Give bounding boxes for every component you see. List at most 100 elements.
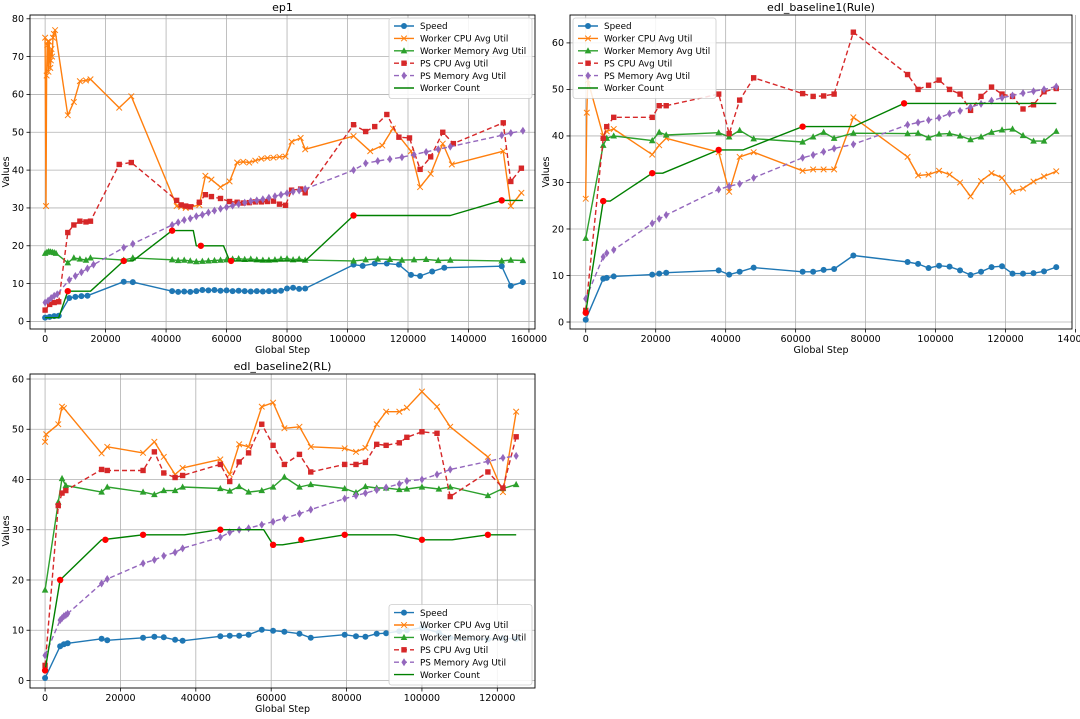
data-point-worker-memory-avg-util [235,482,243,490]
data-point-speed [277,287,284,294]
data-point-worker-memory-avg-util [58,474,66,482]
data-point-ps-cpu-avg-util [383,442,389,449]
data-point-speed [507,282,514,289]
data-point-worker-cpu-avg-util [904,153,911,161]
data-point-ps-cpu-avg-util [98,466,105,473]
data-point-speed [172,636,179,643]
data-point-ps-cpu-avg-util [270,198,277,204]
data-point-worker-memory-avg-util [396,485,403,493]
data-point-ps-memory-avg-util [272,192,278,201]
y-tick-label: 50 [552,85,564,96]
data-point-speed [988,264,995,271]
x-tick-label: 40000 [181,693,211,704]
data-point-worker-cpu-avg-util [736,153,743,161]
x-tick-label: 120000 [987,334,1023,345]
data-point-worker-cpu-avg-util [830,166,838,173]
data-point-worker-cpu-avg-util [439,140,446,147]
scaling-event-marker [484,531,492,538]
scaling-event-marker [64,287,71,295]
data-point-speed [98,635,105,642]
x-tick-label: 20000 [641,334,671,345]
data-point-worker-memory-avg-util [386,255,394,262]
series-ps-cpu-avg-util [42,111,525,313]
data-point-worker-memory-avg-util [283,255,291,262]
data-point-worker-cpu-avg-util [302,146,309,153]
data-point-worker-cpu-avg-util [202,172,209,179]
legend-label: PS Memory Avg Util [604,72,690,82]
legend-label: Speed [604,22,632,32]
data-point-speed [831,265,838,272]
data-point-ps-memory-avg-util [353,491,359,500]
data-point-ps-memory-avg-util [611,245,617,254]
data-point-worker-memory-avg-util [434,256,442,264]
data-point-speed [270,627,277,634]
data-point-worker-cpu-avg-util [281,425,288,432]
data-point-speed [193,288,200,295]
data-point-ps-cpu-avg-util [604,123,610,130]
data-point-worker-cpu-avg-util [44,38,51,45]
data-point-worker-cpu-avg-util [403,404,411,411]
legend-entry-worker-memory-avg-util: Worker Memory Avg Util [578,47,710,57]
data-point-speed [359,262,366,269]
data-point-ps-cpu-avg-util [264,198,271,205]
data-point-ps-memory-avg-util [600,252,606,261]
data-point-worker-memory-avg-util [904,130,911,137]
data-point-worker-cpu-avg-util [47,64,54,72]
data-point-ps-memory-avg-util [387,155,393,164]
data-point-worker-cpu-avg-util [226,471,233,478]
legend-label: Worker CPU Avg Util [604,35,692,45]
data-point-ps-memory-avg-util [726,182,732,191]
legend-label: PS CPU Avg Util [420,646,488,656]
data-point-ps-cpu-avg-util [406,135,413,141]
data-point-worker-memory-avg-util [398,256,406,263]
data-point-ps-memory-avg-util [1030,87,1037,96]
y-tick-label: 20 [12,575,24,586]
series-worker-count [582,100,1057,316]
data-point-speed [160,634,167,641]
data-point-worker-memory-avg-util [655,128,663,135]
data-point-speed [169,288,176,295]
data-point-worker-memory-avg-util [850,129,857,136]
data-point-worker-memory-avg-util [205,257,212,264]
legend-marker [401,71,407,80]
data-point-worker-cpu-avg-util [43,431,50,438]
data-point-ps-cpu-avg-util [276,201,283,207]
data-point-ps-memory-avg-util [84,264,91,273]
data-point-ps-cpu-avg-util [820,93,827,99]
data-point-worker-cpu-avg-util [70,98,78,106]
data-point-worker-cpu-avg-util [258,155,265,162]
data-point-ps-cpu-avg-util [308,469,314,475]
data-point-ps-memory-avg-util [1020,89,1026,98]
data-point-worker-cpu-avg-util [98,450,105,457]
scaling-event-marker [582,309,589,316]
plot-area [41,26,527,321]
y-tick-label: 10 [12,279,24,290]
data-point-ps-cpu-avg-util [611,114,617,121]
scaling-event-marker [217,526,224,533]
data-point-ps-cpu-avg-util [810,93,816,100]
data-point-ps-memory-avg-util [217,533,223,542]
data-point-ps-memory-avg-util [284,189,290,198]
series-worker-memory-avg-util [41,473,520,593]
x-tick-label: 160000 [511,334,547,345]
data-point-ps-cpu-avg-util [427,154,434,160]
data-point-ps-memory-avg-util [236,200,242,209]
legend-entry-ps-memory-avg-util: PS Memory Avg Util [394,71,506,82]
data-point-worker-cpu-avg-util [914,172,922,179]
data-point-ps-memory-avg-util [737,179,743,188]
data-point-worker-cpu-avg-util [610,125,617,133]
data-point-speed [850,252,857,259]
data-point-ps-cpu-avg-util [831,91,837,97]
data-point-worker-memory-avg-util [374,255,382,262]
data-point-ps-memory-avg-util [48,293,54,302]
data-point-ps-memory-avg-util [751,173,757,182]
data-point-worker-cpu-avg-util [977,177,985,185]
legend-label: Speed [420,22,448,32]
legend-marker [401,658,407,667]
y-tick-label: 30 [12,525,24,536]
data-point-ps-cpu-avg-util [59,490,65,496]
x-tick-label: 120000 [390,334,426,345]
legend-marker [585,71,591,80]
legend-label: PS CPU Avg Util [420,59,488,69]
data-point-worker-memory-avg-util [341,484,348,492]
